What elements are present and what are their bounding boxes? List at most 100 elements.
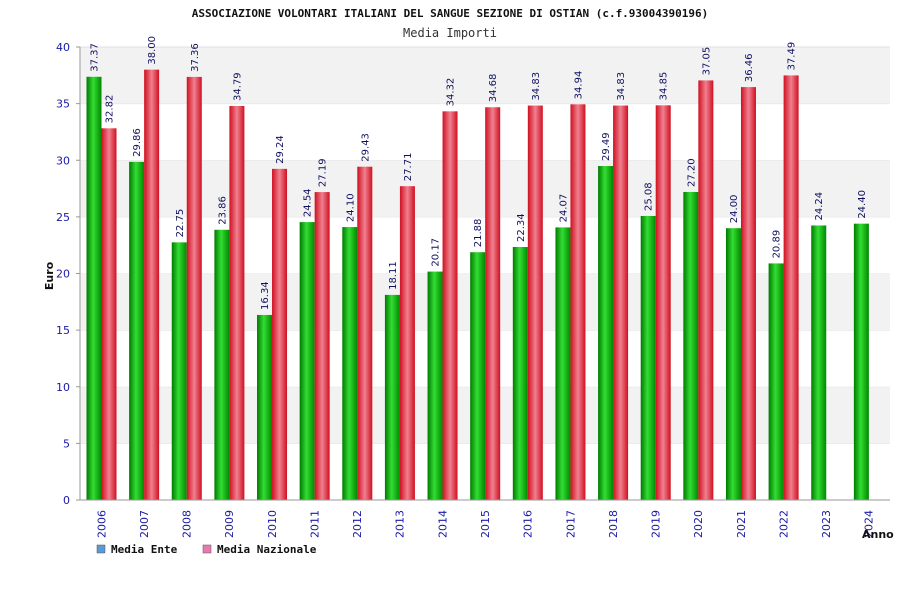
bar-media-ente (171, 242, 187, 500)
bar-media-nazionale (783, 75, 799, 500)
value-label: 29.43 (360, 133, 371, 162)
y-tick-label: 25 (56, 211, 70, 224)
value-label: 37.37 (90, 43, 101, 72)
value-label: 34.94 (573, 71, 584, 100)
x-tick-label: 2020 (692, 510, 705, 538)
bar-media-ente (427, 271, 443, 500)
bar-media-ente (683, 191, 699, 500)
x-tick-label: 2021 (735, 510, 748, 538)
legend-label: Media Nazionale (217, 543, 317, 556)
legend-label: Media Ente (111, 543, 178, 556)
value-label: 20.17 (431, 238, 442, 267)
value-label: 34.68 (488, 74, 499, 103)
bar-media-ente (257, 314, 273, 500)
bar-media-nazionale (655, 105, 671, 500)
y-axis-label: Euro (43, 261, 56, 290)
x-tick-label: 2017 (564, 510, 577, 538)
x-tick-label: 2009 (223, 510, 236, 538)
x-tick-label: 2010 (266, 510, 279, 538)
value-label: 23.86 (217, 196, 228, 225)
value-labels: 37.37 32.82 29.86 38.00 22.75 37.36 23.86 34.79… (90, 36, 868, 310)
value-label: 29.86 (132, 128, 143, 157)
bar-media-nazionale (186, 76, 202, 500)
value-label: 24.24 (814, 192, 825, 221)
bar-media-nazionale (399, 186, 415, 500)
y-tick-label: 20 (56, 268, 70, 281)
value-label: 24.54 (303, 188, 314, 217)
chart-subtitle: Media Importi (403, 26, 497, 40)
bar-media-nazionale (314, 192, 330, 501)
bar-media-ente (811, 225, 827, 500)
bar-media-ente (853, 223, 869, 501)
value-label: 37.36 (190, 43, 201, 72)
bar-media-ente (214, 229, 230, 500)
value-label: 24.40 (857, 190, 868, 219)
x-tick-label: 2016 (522, 510, 535, 538)
bar-media-ente (129, 161, 145, 500)
value-label: 20.89 (772, 230, 783, 259)
bar-media-ente (640, 215, 656, 500)
x-tick-label: 2008 (181, 510, 194, 538)
value-label: 34.83 (531, 72, 542, 101)
bar-media-nazionale (740, 87, 756, 500)
bar-media-nazionale (527, 105, 543, 501)
chart-title: ASSOCIAZIONE VOLONTARI ITALIANI DEL SANG… (192, 7, 709, 20)
y-tick-label: 35 (56, 98, 70, 111)
bar-media-nazionale (613, 105, 629, 501)
bar-media-ente (86, 76, 102, 500)
bar-media-ente (598, 166, 614, 500)
bar-media-ente (384, 294, 400, 500)
x-tick-label: 2015 (479, 510, 492, 538)
legend-swatch (96, 544, 106, 554)
bar-media-nazionale (570, 104, 586, 500)
bar-media-nazionale (229, 106, 245, 501)
y-tick-label: 5 (63, 437, 70, 450)
bar-media-nazionale (272, 168, 288, 500)
value-label: 24.07 (558, 194, 569, 223)
y-tick-label: 40 (56, 41, 70, 54)
bar-media-nazionale (357, 166, 373, 500)
value-label: 25.08 (644, 182, 655, 211)
y-tick-label: 15 (56, 324, 70, 337)
value-label: 37.05 (701, 47, 712, 76)
value-label: 36.46 (744, 53, 755, 82)
x-tick-label: 2022 (777, 510, 790, 538)
legend: Media Ente Media Nazionale (96, 543, 317, 556)
bar-media-ente (768, 263, 784, 500)
value-label: 27.19 (318, 158, 329, 187)
y-tick-label: 0 (63, 494, 70, 507)
bar-media-ente (512, 246, 528, 500)
value-label: 32.82 (105, 95, 116, 124)
x-axis-ticks: 2006 2007 2008 2009 2010 2011 2012 2013 2014 2015… (95, 510, 875, 538)
value-label: 29.24 (275, 135, 286, 164)
x-tick-label: 2012 (351, 510, 364, 538)
x-tick-label: 2019 (650, 510, 663, 538)
bar-media-nazionale (101, 128, 117, 500)
bar-media-ente (555, 227, 571, 500)
y-axis-ticks: 0 5 10 15 20 25 30 35 40 (56, 41, 80, 507)
value-label: 38.00 (147, 36, 158, 65)
value-label: 16.34 (260, 281, 271, 310)
x-tick-label: 2018 (607, 510, 620, 538)
x-tick-label: 2011 (308, 510, 321, 538)
x-tick-label: 2023 (820, 510, 833, 538)
legend-swatch (202, 544, 212, 554)
x-tick-label: 2006 (95, 510, 108, 538)
value-label: 22.75 (175, 209, 186, 238)
x-tick-label: 2014 (436, 510, 449, 538)
bar-media-ente (342, 227, 358, 500)
bars (86, 69, 869, 501)
x-tick-label: 2013 (394, 510, 407, 538)
value-label: 34.32 (446, 78, 457, 107)
x-tick-label: 2024 (863, 510, 876, 538)
bar-media-ente (299, 222, 315, 500)
value-label: 34.85 (659, 72, 670, 101)
value-label: 27.20 (686, 158, 697, 187)
x-axis-label: Anno (862, 528, 894, 541)
value-label: 24.00 (729, 195, 740, 224)
bar-media-ente (725, 228, 741, 500)
x-tick-label: 2007 (138, 510, 151, 538)
value-label: 18.11 (388, 261, 399, 290)
value-label: 22.34 (516, 213, 527, 242)
value-label: 29.49 (601, 132, 612, 161)
